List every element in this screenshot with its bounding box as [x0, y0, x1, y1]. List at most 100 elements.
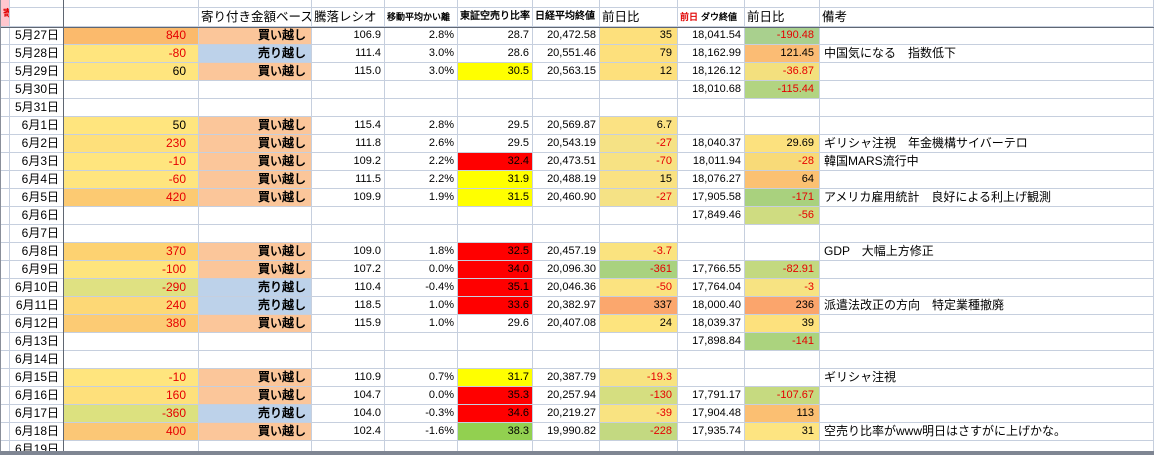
advance-decline-ratio-cell[interactable]: 109.2: [312, 153, 385, 171]
buy-sell-cell[interactable]: 買い越し: [199, 243, 312, 261]
advance-decline-ratio-cell[interactable]: [312, 225, 385, 243]
nikkei-change-cell[interactable]: -361: [600, 261, 678, 279]
nikkei-change-cell[interactable]: [600, 225, 678, 243]
row-head-cell[interactable]: [0, 333, 10, 351]
short-ratio-cell[interactable]: 29.5: [458, 135, 533, 153]
short-ratio-cell[interactable]: 28.7: [458, 27, 533, 45]
date-cell[interactable]: 6月6日: [10, 207, 64, 225]
nikkei-close-cell[interactable]: 20,460.90: [533, 189, 600, 207]
advance-decline-ratio-cell[interactable]: [312, 99, 385, 117]
advance-decline-ratio-cell[interactable]: 115.4: [312, 117, 385, 135]
date-cell[interactable]: 6月17日: [10, 405, 64, 423]
nikkei-change-cell[interactable]: 12: [600, 63, 678, 81]
foreign-balance-cell[interactable]: 60: [64, 63, 199, 81]
spacer-cell[interactable]: [312, 0, 385, 8]
date-cell[interactable]: 6月9日: [10, 261, 64, 279]
nikkei-change-cell[interactable]: [600, 351, 678, 369]
row-head-cell[interactable]: [0, 351, 10, 369]
remark-cell[interactable]: [820, 351, 1154, 369]
foreign-balance-cell[interactable]: 840: [64, 27, 199, 45]
row-head-cell[interactable]: [0, 225, 10, 243]
dow-close-cell[interactable]: [678, 243, 745, 261]
remark-cell[interactable]: [820, 315, 1154, 333]
short-ratio-cell[interactable]: 30.5: [458, 63, 533, 81]
nikkei-close-cell[interactable]: 20,457.19: [533, 243, 600, 261]
advance-decline-ratio-cell[interactable]: 109.0: [312, 243, 385, 261]
advance-decline-ratio-cell[interactable]: 115.9: [312, 315, 385, 333]
header-date[interactable]: [64, 8, 199, 27]
remark-cell[interactable]: [820, 63, 1154, 81]
header-opening-amount-base[interactable]: 寄り付き金額ベース: [199, 8, 312, 27]
short-ratio-cell[interactable]: 29.6: [458, 315, 533, 333]
header-tse-short-ratio[interactable]: 東証空売り比率: [458, 8, 533, 27]
nikkei-close-cell[interactable]: [533, 441, 600, 455]
ma-deviation-cell[interactable]: 2.6%: [385, 135, 458, 153]
date-cell[interactable]: 6月7日: [10, 225, 64, 243]
dow-close-cell[interactable]: 17,764.04: [678, 279, 745, 297]
row-head-cell[interactable]: [0, 297, 10, 315]
short-ratio-cell[interactable]: [458, 99, 533, 117]
date-cell[interactable]: 5月29日: [10, 63, 64, 81]
dow-close-cell[interactable]: 17,898.84: [678, 333, 745, 351]
ma-deviation-cell[interactable]: 1.9%: [385, 189, 458, 207]
dow-change-cell[interactable]: [745, 441, 820, 455]
dow-close-cell[interactable]: [678, 351, 745, 369]
spacer-cell[interactable]: [820, 0, 1154, 8]
dow-change-cell[interactable]: 31: [745, 423, 820, 441]
date-cell[interactable]: 6月2日: [10, 135, 64, 153]
buy-sell-cell[interactable]: 買い越し: [199, 27, 312, 45]
buy-sell-cell[interactable]: [199, 207, 312, 225]
nikkei-change-cell[interactable]: 15: [600, 171, 678, 189]
buy-sell-cell[interactable]: 買い越し: [199, 63, 312, 81]
dow-change-cell[interactable]: -141: [745, 333, 820, 351]
buy-sell-cell[interactable]: 買い越し: [199, 423, 312, 441]
dow-change-cell[interactable]: [745, 369, 820, 387]
nikkei-change-cell[interactable]: -70: [600, 153, 678, 171]
header-nikkei-close[interactable]: 日経平均終値: [533, 8, 600, 27]
foreign-balance-cell[interactable]: [64, 207, 199, 225]
dow-change-cell[interactable]: 64: [745, 171, 820, 189]
dow-close-cell[interactable]: [678, 441, 745, 455]
date-cell[interactable]: 6月18日: [10, 423, 64, 441]
nikkei-change-cell[interactable]: -19.3: [600, 369, 678, 387]
nikkei-close-cell[interactable]: [533, 207, 600, 225]
row-head-cell[interactable]: [0, 189, 10, 207]
ma-deviation-cell[interactable]: 3.0%: [385, 63, 458, 81]
remark-cell[interactable]: [820, 405, 1154, 423]
date-cell[interactable]: 6月11日: [10, 297, 64, 315]
dow-close-cell[interactable]: 17,905.58: [678, 189, 745, 207]
date-cell[interactable]: 6月13日: [10, 333, 64, 351]
advance-decline-ratio-cell[interactable]: 102.4: [312, 423, 385, 441]
row-head-cell[interactable]: [0, 441, 10, 455]
advance-decline-ratio-cell[interactable]: [312, 81, 385, 99]
ma-deviation-cell[interactable]: 0.7%: [385, 369, 458, 387]
row-head-cell[interactable]: [0, 207, 10, 225]
nikkei-close-cell[interactable]: [533, 99, 600, 117]
foreign-balance-cell[interactable]: [64, 99, 199, 117]
foreign-balance-cell[interactable]: -10: [64, 369, 199, 387]
ma-deviation-cell[interactable]: 2.2%: [385, 153, 458, 171]
ma-deviation-cell[interactable]: 0.0%: [385, 387, 458, 405]
dow-close-cell[interactable]: [678, 369, 745, 387]
ma-deviation-cell[interactable]: 1.8%: [385, 243, 458, 261]
advance-decline-ratio-cell[interactable]: 107.2: [312, 261, 385, 279]
short-ratio-cell[interactable]: 31.9: [458, 171, 533, 189]
advance-decline-ratio-cell[interactable]: [312, 351, 385, 369]
buy-sell-cell[interactable]: 買い越し: [199, 387, 312, 405]
advance-decline-ratio-cell[interactable]: 106.9: [312, 27, 385, 45]
ma-deviation-cell[interactable]: 2.8%: [385, 27, 458, 45]
date-cell[interactable]: 6月3日: [10, 153, 64, 171]
dow-close-cell[interactable]: 17,904.48: [678, 405, 745, 423]
advance-decline-ratio-cell[interactable]: 110.9: [312, 369, 385, 387]
dow-close-cell[interactable]: 18,162.99: [678, 45, 745, 63]
buy-sell-cell[interactable]: 売り越し: [199, 279, 312, 297]
ma-deviation-cell[interactable]: 0.0%: [385, 261, 458, 279]
foreign-balance-cell[interactable]: -80: [64, 45, 199, 63]
ma-deviation-cell[interactable]: 2.8%: [385, 117, 458, 135]
foreign-balance-cell[interactable]: -360: [64, 405, 199, 423]
date-cell[interactable]: 5月28日: [10, 45, 64, 63]
nikkei-change-cell[interactable]: -3.7: [600, 243, 678, 261]
ma-deviation-cell[interactable]: 3.0%: [385, 45, 458, 63]
dow-close-cell[interactable]: 17,935.74: [678, 423, 745, 441]
foreign-balance-cell[interactable]: 160: [64, 387, 199, 405]
